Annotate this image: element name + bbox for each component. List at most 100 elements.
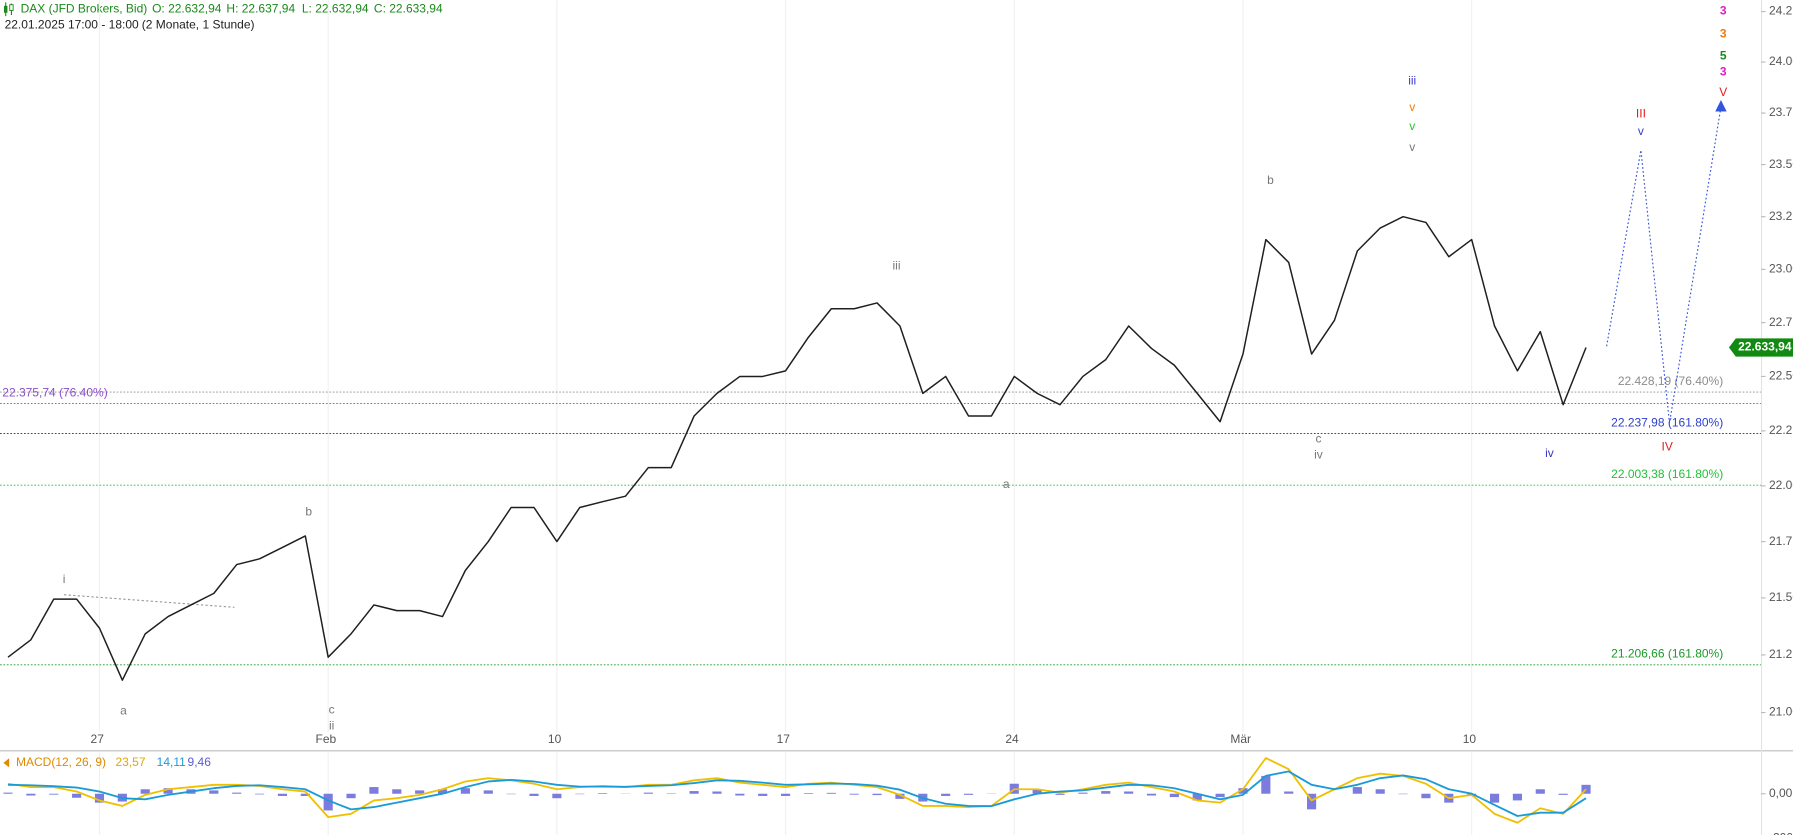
histogram-bar <box>437 789 448 794</box>
macd-readout: 23,57 <box>115 755 145 769</box>
histogram-bar <box>26 793 36 796</box>
histogram-bar <box>300 793 310 796</box>
histogram-bar <box>415 790 425 794</box>
wave-label: v <box>1409 119 1415 133</box>
y-tick-label: 21.750,00 <box>1769 534 1793 548</box>
histogram-bar <box>735 793 745 796</box>
macd-title: MACD(12, 26, 9) <box>16 755 106 769</box>
y-tick-label: 21.250,00 <box>1769 647 1793 661</box>
y-tick-label: 22.000,00 <box>1769 478 1793 492</box>
histogram-bar <box>346 793 356 799</box>
level-label: 22.428,19 (76.40%) <box>1618 374 1723 388</box>
y-tick-label: 23.250,00 <box>1769 209 1793 223</box>
histogram-bar <box>643 792 653 794</box>
wave-label: b <box>305 505 312 519</box>
histogram-bar <box>963 793 974 795</box>
wave-label: IV <box>1662 439 1673 453</box>
y-tick-label: -200,00 <box>1769 830 1793 835</box>
macd-readout: 9,46 <box>188 755 212 769</box>
y-tick-label: 22.250,00 <box>1769 423 1793 437</box>
x-tick-label: 17 <box>777 732 791 746</box>
histogram-bar <box>1055 793 1065 795</box>
histogram-bar <box>552 793 562 799</box>
wave-label: 5 <box>1720 48 1727 62</box>
forecast-arrow <box>1715 100 1727 112</box>
wave-label: v <box>1409 140 1415 154</box>
wave-label: v <box>1638 124 1644 138</box>
histogram-bar <box>323 793 333 811</box>
wave-label: iii <box>1408 73 1416 87</box>
histogram-bar <box>1489 793 1500 803</box>
y-tick-label: 24.000,00 <box>1769 54 1793 68</box>
wave-label: c <box>1315 431 1321 445</box>
histogram-bar <box>689 791 699 794</box>
histogram-bar <box>49 793 59 795</box>
histogram-bar <box>1032 789 1042 794</box>
y-tick-label: 21.500,00 <box>1769 590 1793 604</box>
histogram-bar <box>392 789 402 794</box>
histogram-bar <box>209 790 219 794</box>
wave-label: iii <box>892 259 900 273</box>
trend-line <box>63 594 235 608</box>
histogram-bar <box>483 790 493 794</box>
histogram-bar <box>712 791 722 794</box>
wave-label: i <box>63 572 66 586</box>
forecast-line <box>1606 106 1722 424</box>
histogram-bar <box>941 793 951 796</box>
histogram-bar <box>849 793 859 795</box>
histogram-bar <box>94 793 105 803</box>
price-line <box>7 215 1587 681</box>
histogram-bar <box>1261 775 1271 794</box>
wave-label: iv <box>1545 446 1554 460</box>
histogram-bar <box>1238 788 1248 794</box>
macd-line <box>7 770 1587 817</box>
histogram-bar <box>1284 791 1294 794</box>
histogram-bar <box>1421 793 1431 799</box>
wave-label: 3 <box>1720 27 1727 41</box>
histogram-bar <box>277 793 288 796</box>
macd-icon <box>3 758 10 768</box>
y-tick-label: 23.750,00 <box>1769 105 1793 119</box>
histogram-bar <box>1169 793 1179 798</box>
wave-label: III <box>1636 107 1646 121</box>
histogram-bar <box>3 792 13 794</box>
wave-label: 3 <box>1720 4 1727 18</box>
period: (2 Monate, 1 Stunde) <box>142 17 255 31</box>
histogram-bar <box>254 793 265 795</box>
subtitle: 22.01.2025 17:00 - 18:00 <box>5 17 139 31</box>
x-tick-label: Mär <box>1230 732 1251 746</box>
histogram-bar <box>781 793 791 796</box>
histogram-bar <box>1146 793 1157 796</box>
histogram-bar <box>1307 793 1317 810</box>
ohlc-close: C: 22.633,94 <box>374 1 443 15</box>
level-label: 22.375,74 (76.40%) <box>2 385 107 399</box>
y-tick-label: 22.750,00 <box>1769 315 1793 329</box>
wave-label: a <box>1003 477 1010 491</box>
histogram-bar <box>1101 791 1111 794</box>
histogram-bar <box>1375 789 1385 794</box>
wave-label: iv <box>1314 447 1323 461</box>
wave-label: 3 <box>1720 64 1727 78</box>
wave-label: v <box>1409 100 1415 114</box>
histogram-bar <box>1124 791 1134 794</box>
wave-label: b <box>1267 173 1274 187</box>
ohlc-open: O: 22.632,94 <box>152 1 222 15</box>
wave-label: ii <box>329 718 334 732</box>
histogram-bar <box>1352 787 1362 794</box>
wave-label: a <box>120 704 127 718</box>
last-price-tag <box>1728 338 1793 357</box>
ohlc-low: L: 22.632,94 <box>302 1 369 15</box>
histogram-bar <box>529 793 539 796</box>
last-price-label: 22.633,94 <box>1738 340 1792 354</box>
x-tick-label: 10 <box>1463 732 1477 746</box>
y-tick-label: 21.000,00 <box>1769 705 1793 719</box>
histogram-bar <box>758 793 768 796</box>
y-tick-label: 0,00 <box>1769 786 1793 800</box>
histogram-bar <box>1215 793 1225 798</box>
histogram-bar <box>872 793 882 796</box>
ohlc-high: H: 22.637,94 <box>226 1 295 15</box>
x-tick-label: 10 <box>548 732 562 746</box>
